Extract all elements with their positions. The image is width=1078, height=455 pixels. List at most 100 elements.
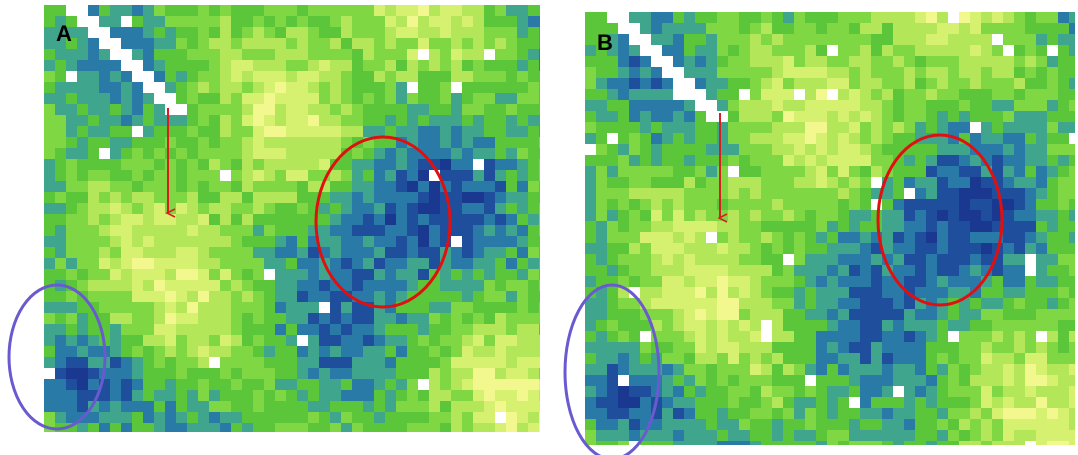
pixel	[451, 313, 462, 324]
pixel	[618, 155, 629, 166]
pixel	[308, 38, 319, 49]
pixel	[55, 71, 66, 82]
pixel	[695, 342, 706, 353]
pixel	[992, 100, 1003, 111]
pixel	[904, 12, 915, 23]
pixel	[506, 159, 517, 170]
pixel	[187, 203, 198, 214]
pixel	[717, 441, 728, 445]
pixel	[165, 49, 176, 60]
pixel	[585, 89, 596, 100]
pixel	[882, 331, 893, 342]
pixel	[462, 192, 473, 203]
pixel	[352, 258, 363, 269]
pixel	[1014, 342, 1025, 353]
pixel	[253, 38, 264, 49]
pixel	[992, 353, 1003, 364]
pixel	[440, 313, 451, 324]
pixel	[473, 269, 484, 280]
pixel	[871, 353, 882, 364]
pixel	[440, 236, 451, 247]
pixel	[926, 430, 937, 441]
pixel	[970, 100, 981, 111]
pixel	[319, 390, 330, 401]
pixel	[275, 49, 286, 60]
pixel	[948, 397, 959, 408]
pixel	[981, 45, 992, 56]
pixel	[352, 126, 363, 137]
pixel	[473, 280, 484, 291]
pixel	[165, 313, 176, 324]
pixel	[374, 126, 385, 137]
pixel	[253, 412, 264, 423]
pixel	[297, 423, 308, 432]
pixel	[66, 170, 77, 181]
pixel	[110, 148, 121, 159]
pixel	[209, 269, 220, 280]
pixel	[662, 408, 673, 419]
pixel	[253, 148, 264, 159]
pixel	[165, 401, 176, 412]
pixel	[838, 375, 849, 386]
pixel	[209, 115, 220, 126]
pixel	[970, 12, 981, 23]
pixel	[816, 56, 827, 67]
pixel	[585, 232, 596, 243]
pixel	[187, 247, 198, 258]
pixel	[187, 115, 198, 126]
pixel	[1069, 155, 1075, 166]
pixel	[618, 144, 629, 155]
pixel	[231, 5, 242, 16]
pixel	[871, 56, 882, 67]
pixel	[1036, 111, 1047, 122]
pixel	[684, 430, 695, 441]
pixel	[385, 170, 396, 181]
pixel	[684, 441, 695, 445]
pixel	[330, 71, 341, 82]
pixel	[253, 357, 264, 368]
pixel	[88, 390, 99, 401]
pixel	[517, 71, 528, 82]
pixel	[1003, 320, 1014, 331]
pixel	[253, 423, 264, 432]
pixel	[297, 368, 308, 379]
pixel	[761, 254, 772, 265]
pixel	[407, 5, 418, 16]
pixel	[618, 397, 629, 408]
pixel	[1047, 188, 1058, 199]
pixel	[275, 291, 286, 302]
pixel	[728, 89, 739, 100]
pixel	[1047, 89, 1058, 100]
pixel	[517, 423, 528, 432]
pixel	[1003, 397, 1014, 408]
pixel	[860, 111, 871, 122]
pixel	[585, 56, 596, 67]
pixel	[264, 291, 275, 302]
pixel	[121, 71, 132, 82]
pixel	[374, 148, 385, 159]
pixel	[695, 320, 706, 331]
pixel	[970, 155, 981, 166]
pixel	[1014, 320, 1025, 331]
pixel	[473, 49, 484, 60]
pixel	[165, 214, 176, 225]
pixel	[319, 192, 330, 203]
pixel	[915, 276, 926, 287]
pixel	[462, 412, 473, 423]
pixel	[440, 170, 451, 181]
pixel	[506, 27, 517, 38]
pixel	[772, 177, 783, 188]
pixel	[176, 137, 187, 148]
pixel	[750, 23, 761, 34]
pixel	[893, 375, 904, 386]
pixel	[132, 258, 143, 269]
pixel	[187, 390, 198, 401]
pixel	[44, 247, 55, 258]
pixel	[1047, 177, 1058, 188]
pixel	[882, 419, 893, 430]
pixel	[451, 192, 462, 203]
pixel	[992, 254, 1003, 265]
pixel	[893, 430, 904, 441]
pixel	[739, 320, 750, 331]
pixel	[418, 49, 429, 60]
